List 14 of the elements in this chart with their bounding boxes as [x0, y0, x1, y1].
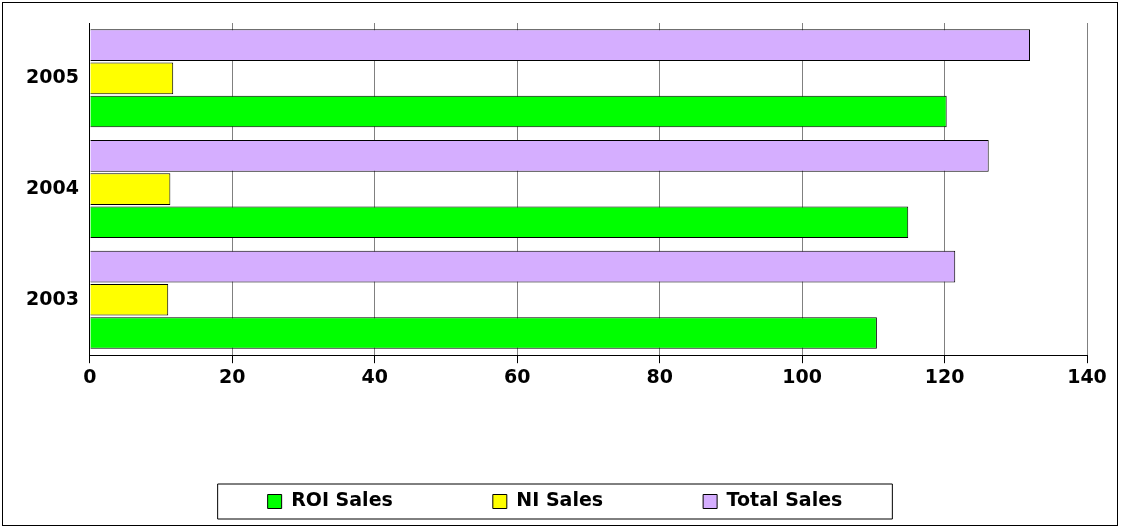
x-tick-label: 20: [219, 364, 246, 387]
legend-label: NI Sales: [516, 488, 604, 511]
y-tick-label: 2005: [25, 65, 79, 88]
x-tick-label: 140: [1067, 364, 1107, 387]
x-tick-label: 0: [83, 364, 97, 387]
x-tick-label: 100: [782, 364, 822, 387]
x-tick-label: 40: [361, 364, 388, 387]
x-tick-label: 80: [646, 364, 673, 387]
x-tick-label: 120: [924, 364, 965, 387]
x-tick-label: 60: [503, 364, 531, 387]
y-tick-label: 2003: [25, 286, 79, 309]
legend-label: ROI Sales: [291, 488, 393, 511]
legend-label: Total Sales: [726, 488, 843, 511]
y-tick-label: 2004: [25, 176, 79, 199]
